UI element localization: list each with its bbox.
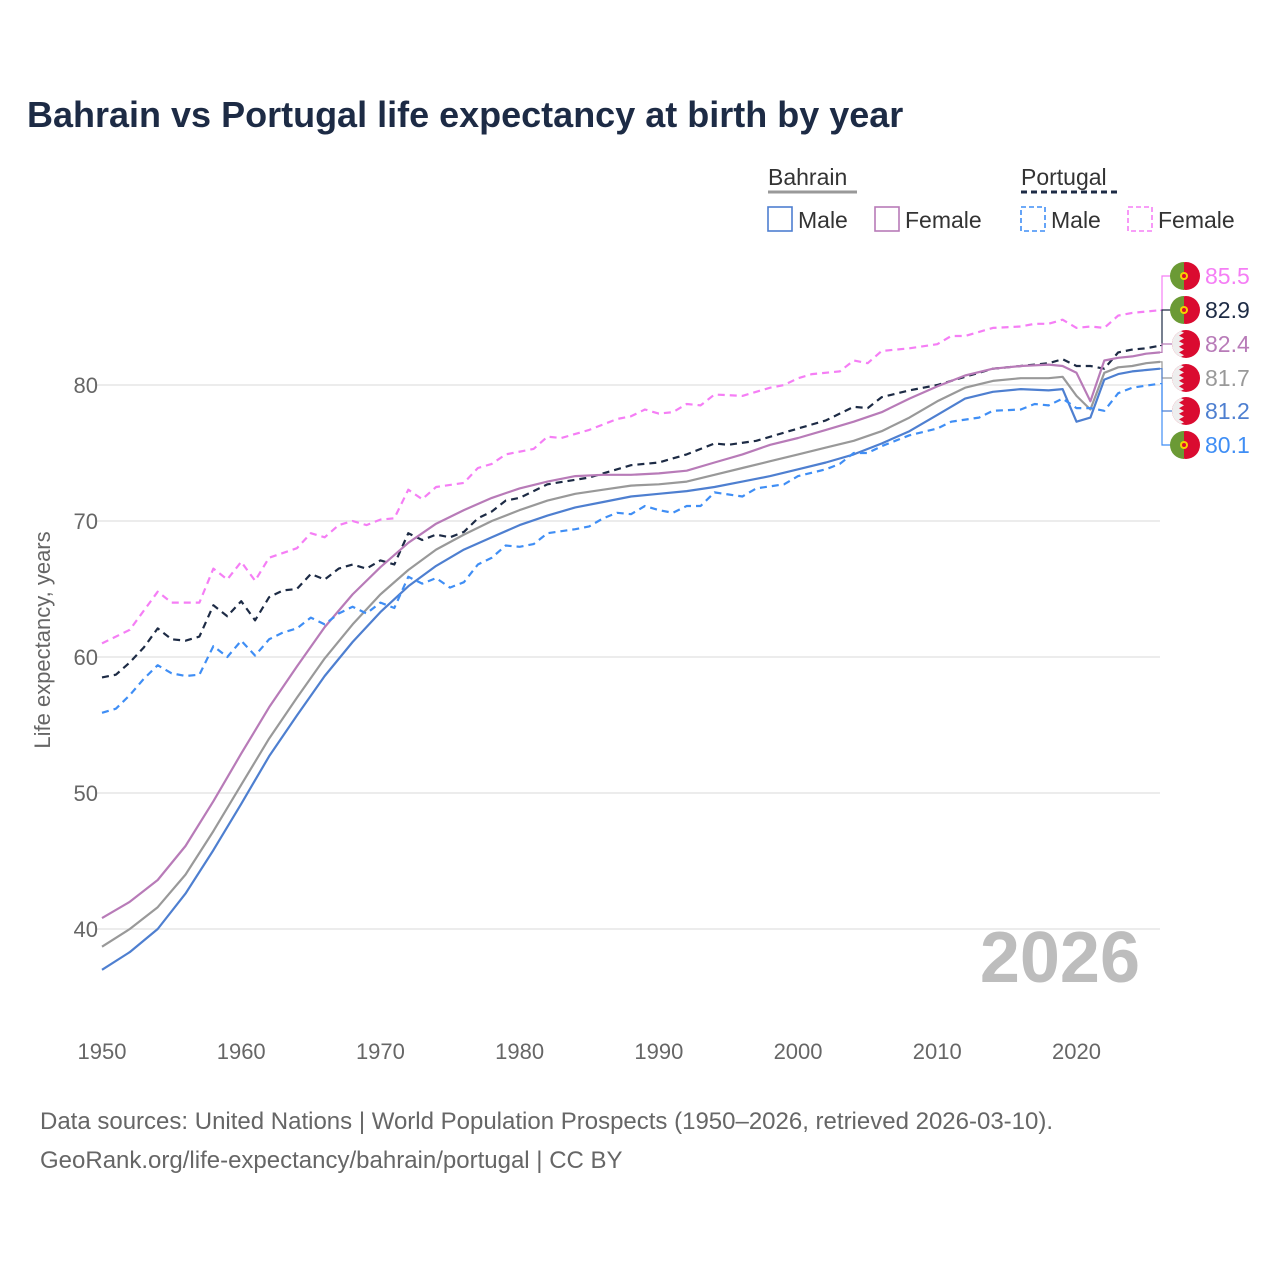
end-value-label: 81.2 — [1205, 398, 1250, 424]
y-tick-label: 70 — [74, 509, 98, 534]
end-value-label: 82.4 — [1205, 331, 1250, 357]
legend-group-title: Bahrain — [768, 164, 847, 190]
bahrain-flag-icon — [1172, 397, 1200, 425]
end-value-label: 82.9 — [1205, 297, 1250, 323]
label-connector — [1160, 309, 1172, 347]
chart-title: Bahrain vs Portugal life expectancy at b… — [27, 94, 904, 135]
end-value-label: 81.7 — [1205, 365, 1250, 391]
y-tick-label: 60 — [74, 645, 98, 670]
x-tick-label: 2010 — [913, 1039, 962, 1064]
legend-swatch — [874, 206, 900, 232]
series-line-bahrain — [101, 360, 1161, 948]
legend-item-label: Male — [798, 207, 848, 233]
legend-swatch — [1127, 206, 1153, 232]
series-line-bahrain-female — [101, 351, 1161, 920]
legend-swatch — [767, 206, 793, 232]
label-connector — [1160, 383, 1172, 446]
label-connector — [1160, 343, 1172, 353]
series-line-portugal — [101, 344, 1161, 679]
x-tick-label: 2020 — [1052, 1039, 1101, 1064]
x-tick-label: 1970 — [356, 1039, 405, 1064]
y-tick-label: 80 — [74, 373, 98, 398]
x-tick-label: 1980 — [495, 1039, 544, 1064]
series-line-bahrain-male — [101, 367, 1161, 971]
year-watermark: 2026 — [980, 918, 1140, 998]
x-tick-label: 2000 — [774, 1039, 823, 1064]
legend-swatch — [1020, 206, 1046, 232]
label-connector — [1160, 275, 1172, 311]
legend-item-label: Female — [905, 207, 982, 233]
y-axis-label: Life expectancy, years — [30, 531, 55, 748]
legend-group-title: Portugal — [1021, 164, 1107, 190]
footer-sources: Data sources: United Nations | World Pop… — [40, 1108, 1054, 1135]
portugal-flag-icon — [1170, 262, 1200, 290]
portugal-flag-icon — [1170, 296, 1200, 324]
footer-link[interactable]: GeoRank.org/life-expectancy/bahrain/port… — [40, 1147, 623, 1174]
end-value-label: 80.1 — [1205, 432, 1250, 458]
series-line-portugal-female — [101, 309, 1161, 645]
legend-item-label: Female — [1158, 207, 1235, 233]
legend-item-label: Male — [1051, 207, 1101, 233]
legend: Bahrain Male Female Portugal Male Female — [767, 164, 1235, 233]
series-line-portugal-male — [101, 382, 1161, 714]
y-tick-label: 40 — [74, 917, 98, 942]
end-value-label: 85.5 — [1205, 263, 1250, 289]
x-tick-label: 1950 — [78, 1039, 127, 1064]
portugal-flag-icon — [1170, 431, 1200, 459]
x-tick-label: 1960 — [217, 1039, 266, 1064]
bahrain-flag-icon — [1172, 364, 1200, 392]
y-tick-label: 50 — [74, 781, 98, 806]
bahrain-flag-icon — [1172, 330, 1200, 358]
x-tick-label: 1990 — [634, 1039, 683, 1064]
